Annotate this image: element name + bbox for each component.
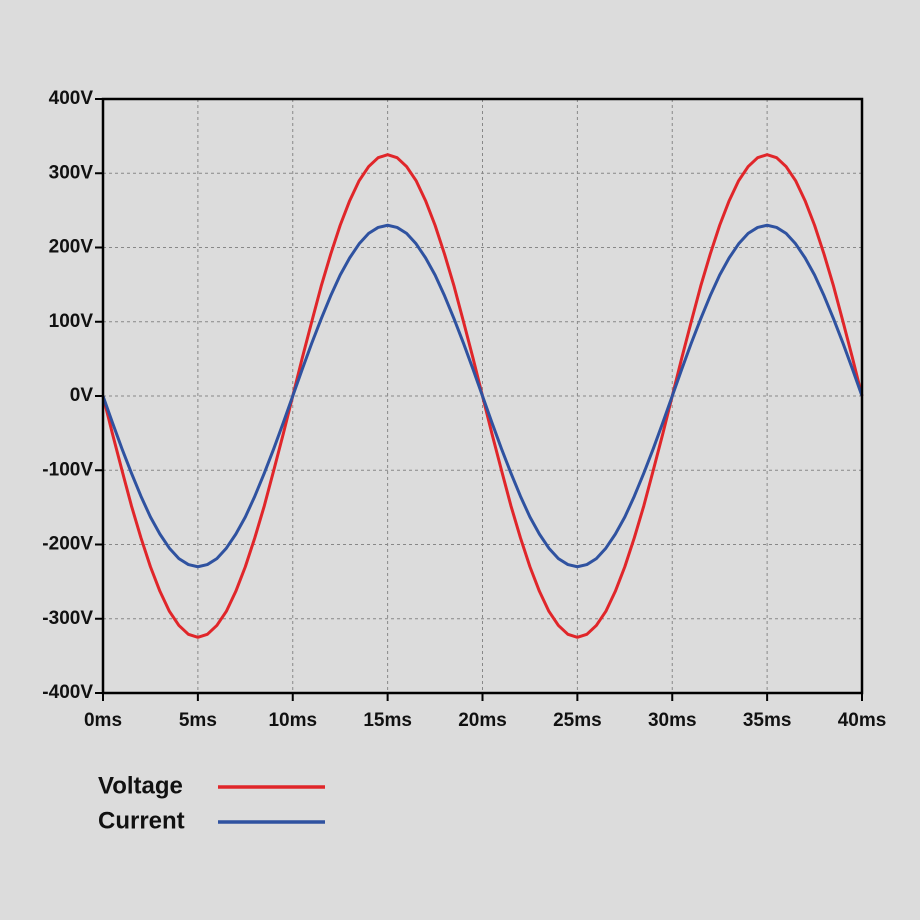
y-tick-label: -100V — [42, 459, 93, 480]
x-tick-label: 0ms — [84, 710, 122, 731]
x-tick-label: 35ms — [743, 710, 792, 731]
x-tick-label: 30ms — [648, 710, 697, 731]
y-tick-label: -200V — [42, 534, 93, 555]
y-tick-label: 300V — [49, 162, 94, 183]
y-tick-label: 0V — [70, 385, 94, 406]
plot-frame — [101, 97, 864, 695]
y-tick-label: 200V — [49, 237, 94, 258]
legend-label: Voltage — [98, 772, 183, 799]
x-tick-label: 20ms — [458, 710, 507, 731]
x-tick-label: 5ms — [179, 710, 217, 731]
series-line — [101, 223, 864, 569]
x-tick-label: 25ms — [553, 710, 602, 731]
y-tick-label: -400V — [42, 682, 93, 703]
x-tick-label: 15ms — [363, 710, 412, 731]
x-tick-label: 10ms — [268, 710, 317, 731]
y-tick-label: -300V — [42, 608, 93, 629]
x-tick-label: 40ms — [838, 710, 887, 731]
y-tick-label: 400V — [49, 88, 94, 109]
legend-label: Current — [98, 807, 185, 834]
y-tick-label: 100V — [49, 311, 94, 332]
